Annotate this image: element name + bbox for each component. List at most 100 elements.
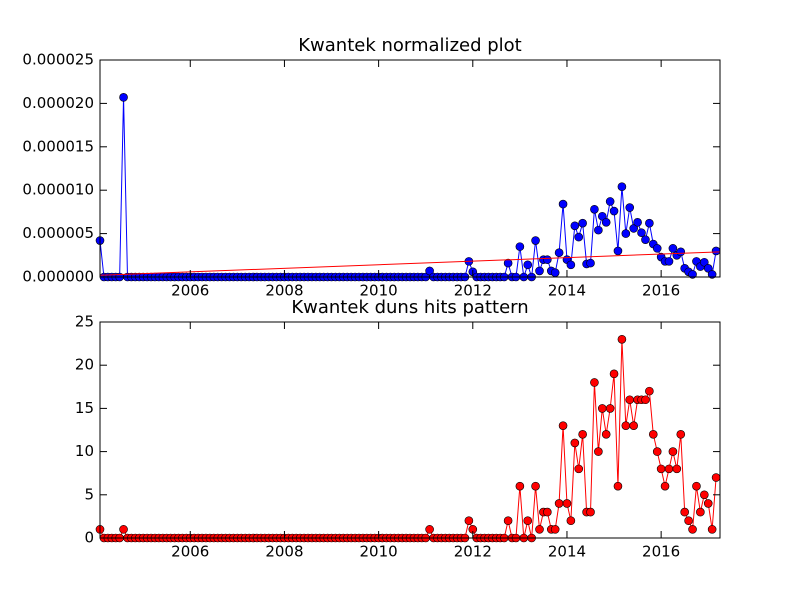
data-point [597,211,607,221]
data-point [621,229,631,238]
data-point [609,369,619,379]
data-point [550,525,560,534]
axes-frame [99,59,721,278]
data-point [570,438,580,448]
data-point [660,481,670,491]
data-point [119,525,128,534]
data-point [652,447,662,456]
data-point [535,525,544,534]
data-point [597,404,607,413]
y-tick-label: 25 [75,313,94,331]
data-point [664,257,674,266]
data-point [574,464,584,474]
data-point [562,499,572,508]
data-point [578,218,587,228]
data-point [633,218,642,227]
data-point [586,507,595,517]
data-point [503,258,513,268]
y-tick-label: 0.000020 [22,94,94,112]
data-point [629,224,638,233]
data-point [574,232,584,242]
data-point [625,203,635,212]
y-tick-label: 0.000000 [22,268,94,286]
data-point [672,464,682,474]
y-tick-label: 0.000010 [22,181,94,199]
data-point [645,218,654,228]
x-tick-label: 2010 [360,543,398,561]
data-point [652,244,662,253]
data-point [664,464,674,474]
x-tick-label: 2016 [642,282,680,300]
data-point [700,490,709,500]
data-point [641,395,650,405]
data-point [609,206,619,216]
data-point [515,242,525,251]
chart-title: Kwantek duns hits pattern [291,297,528,318]
x-tick-label: 2014 [548,282,586,300]
data-point [515,481,525,491]
data-point [550,268,560,277]
y-tick-label: 10 [75,442,94,460]
x-tick-label: 2012 [454,282,492,300]
data-point [425,266,434,276]
data-point [629,421,638,430]
data-point [594,447,603,456]
data-point [656,464,666,474]
data-point [523,516,533,526]
data-point [425,525,434,534]
y-tick-label: 0.000025 [22,51,94,69]
data-point [503,516,513,526]
data-point [543,255,552,264]
data-point [617,182,627,192]
chart-title: Kwantek normalized plot [298,35,521,56]
data-point [586,258,595,268]
x-tick-label: 2016 [642,543,680,561]
y-tick-label: 20 [75,356,94,374]
data-point [676,430,686,439]
data-point [601,430,611,439]
data-point [601,218,611,227]
data-point [605,197,615,206]
data-point [613,246,623,256]
data-point [590,204,599,214]
data-point [578,430,587,439]
data-point [648,430,658,439]
data-point [554,248,564,257]
x-tick-label: 2006 [171,282,209,300]
data-point [696,507,705,517]
data-point [570,221,580,231]
data-point [554,499,564,508]
data-point [531,481,540,491]
data-point [621,421,631,430]
data-point [558,421,568,430]
y-tick-label: 15 [75,399,94,417]
data-point [464,516,474,526]
data-point [566,260,576,270]
data-point [535,266,544,276]
data-point [700,257,709,267]
x-tick-label: 2012 [454,543,492,561]
data-point [668,447,678,456]
data-point [711,473,721,482]
data-point [680,507,689,517]
x-tick-label: 2008 [265,282,303,300]
data-point [594,225,603,235]
data-point [531,236,540,245]
data-line [100,339,717,538]
data-point [617,334,627,344]
data-point [645,386,654,396]
data-point [688,525,697,534]
axes-frame [99,321,721,539]
data-point [676,247,686,257]
x-tick-label: 2006 [171,543,209,561]
data-point [637,228,646,238]
data-point [688,270,697,279]
data-point [692,481,701,491]
y-tick-label: 0.000005 [22,224,94,242]
data-point [668,244,678,253]
data-point [707,525,717,534]
data-point [590,378,599,387]
y-tick-label: 5 [84,485,94,503]
data-point [625,395,635,405]
